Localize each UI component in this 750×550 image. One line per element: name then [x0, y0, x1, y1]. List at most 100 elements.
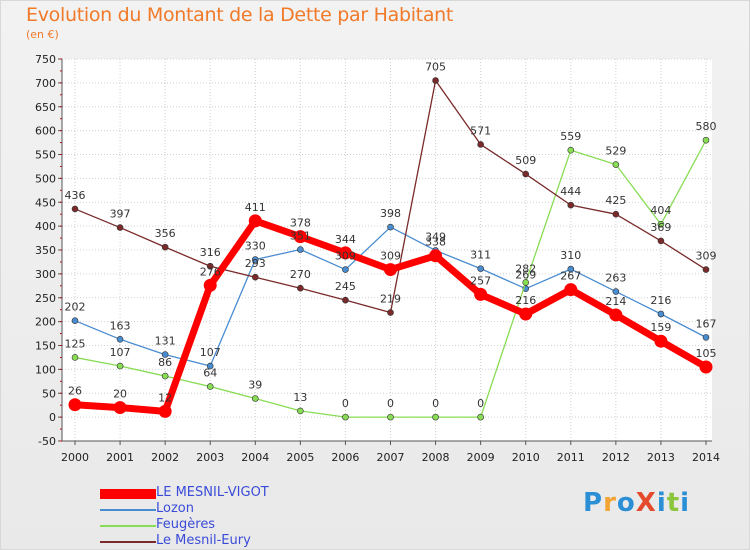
data-point: [297, 246, 304, 253]
data-point: [161, 243, 169, 251]
data-label: 509: [515, 154, 536, 167]
data-label: 263: [605, 272, 626, 285]
data-label: 293: [245, 257, 266, 270]
data-point: [158, 404, 172, 418]
brand-letter: X: [635, 488, 657, 518]
data-label: 351: [290, 230, 311, 243]
data-point: [297, 407, 304, 415]
data-label: 219: [380, 293, 401, 306]
data-point: [564, 283, 578, 297]
x-tick-label: 2005: [286, 451, 314, 464]
data-label: 338: [425, 236, 446, 249]
x-tick-label: 2008: [422, 451, 450, 464]
data-point: [161, 372, 169, 380]
data-label: 444: [560, 185, 581, 198]
data-label: 39: [248, 379, 262, 392]
data-point: [161, 351, 169, 358]
data-label: 309: [335, 250, 356, 263]
data-point: [387, 309, 394, 316]
data-label: 267: [560, 270, 581, 283]
data-label: 163: [110, 319, 131, 332]
data-point: [251, 273, 259, 281]
brand-letter: o: [616, 488, 636, 518]
data-label: 167: [696, 317, 717, 330]
brand-letter: P: [583, 488, 604, 518]
data-point: [567, 265, 575, 273]
brand-letter: r: [603, 488, 617, 518]
data-point: [519, 307, 533, 321]
data-point: [702, 266, 710, 273]
data-point: [609, 308, 623, 322]
data-label: 245: [335, 280, 356, 293]
data-point: [702, 136, 710, 144]
data-label: 344: [335, 233, 356, 246]
data-label: 411: [245, 201, 266, 214]
legend-label: Le Mesnil-Eury: [156, 533, 251, 548]
data-point: [251, 256, 259, 263]
y-tick-label: 300: [35, 268, 56, 281]
data-point: [113, 401, 127, 415]
y-tick-label: 250: [35, 292, 56, 305]
data-point: [657, 310, 665, 318]
legend-swatch: [100, 525, 156, 527]
chart-title: Evolution du Montant de la Dette par Hab…: [26, 4, 454, 26]
data-label: 705: [425, 60, 446, 73]
data-label: 214: [605, 295, 626, 308]
data-point: [71, 317, 79, 324]
x-tick-label: 2001: [106, 451, 134, 464]
data-point: [384, 263, 397, 277]
data-label: 216: [650, 294, 671, 307]
data-point: [432, 413, 439, 421]
data-point: [477, 413, 484, 421]
data-point: [387, 413, 394, 421]
data-label: 13: [293, 391, 307, 404]
legend-swatch: [100, 509, 156, 511]
data-label: 159: [650, 321, 671, 334]
data-point: [477, 141, 484, 148]
chart-subtitle: (en €): [26, 28, 59, 41]
y-tick-label: 350: [35, 244, 56, 257]
y-tick-label: 550: [35, 149, 56, 162]
legend-label: Lozon: [156, 501, 194, 516]
data-point: [429, 249, 443, 263]
data-label: 26: [68, 385, 82, 398]
y-tick-label: 650: [35, 101, 56, 114]
data-point: [116, 362, 124, 370]
x-tick-label: 2011: [557, 451, 585, 464]
data-point: [203, 278, 217, 292]
data-point: [338, 246, 352, 260]
data-label: 580: [696, 120, 717, 133]
y-tick-label: 50: [42, 387, 56, 400]
legend-swatch: [100, 541, 156, 543]
y-tick-label: 400: [35, 220, 56, 233]
data-point: [612, 288, 620, 295]
x-tick-label: 2013: [647, 451, 675, 464]
data-point: [654, 334, 668, 348]
data-label: 125: [65, 337, 86, 350]
data-label: 86: [158, 356, 172, 369]
data-label: 0: [342, 397, 349, 410]
x-tick-label: 2002: [151, 451, 179, 464]
y-tick-label: 100: [35, 363, 56, 376]
data-point: [116, 224, 124, 231]
brand-letter: t: [666, 488, 681, 518]
data-label: 436: [65, 189, 86, 202]
data-point: [206, 383, 214, 390]
x-tick-label: 2010: [512, 451, 540, 464]
x-tick-label: 2006: [331, 451, 359, 464]
y-tick-label: 450: [35, 196, 56, 209]
data-label: 404: [650, 204, 671, 217]
data-label: 330: [245, 240, 266, 253]
data-label: 269: [515, 269, 536, 282]
data-label: 356: [155, 227, 176, 240]
brand-letter: i: [656, 488, 667, 518]
data-point: [71, 354, 79, 361]
data-label: 20: [113, 388, 127, 401]
data-label: 529: [605, 145, 626, 158]
legend-swatch: [100, 489, 156, 499]
brand-letter: i: [680, 488, 691, 518]
data-point: [432, 77, 439, 84]
x-tick-label: 2007: [377, 451, 405, 464]
data-label: 0: [387, 397, 394, 410]
